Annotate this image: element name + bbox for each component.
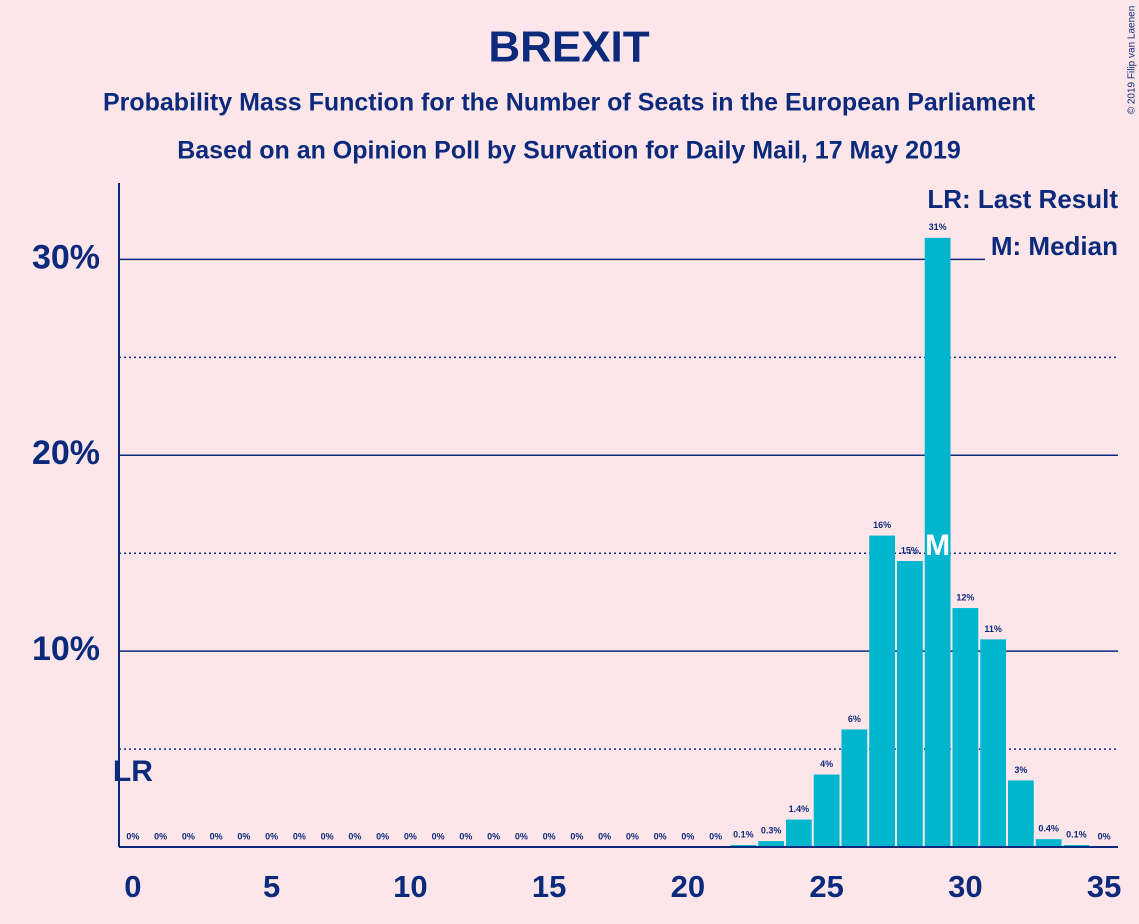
value-label: 0% (376, 831, 389, 841)
bar (896, 561, 923, 847)
value-label: 0% (654, 831, 667, 841)
value-label: 0% (570, 831, 583, 841)
value-label: 0.3% (761, 825, 782, 835)
value-label: 0% (404, 831, 417, 841)
bar (758, 841, 785, 847)
value-label: 0% (681, 831, 694, 841)
value-label: 11% (984, 624, 1002, 634)
y-tick-label: 10% (32, 630, 100, 668)
x-tick-label: 30 (948, 869, 982, 904)
value-label: 0% (154, 831, 167, 841)
value-label: 0% (487, 831, 500, 841)
value-label: 0.1% (1066, 829, 1087, 839)
value-label: 0% (321, 831, 334, 841)
value-label: 0% (237, 831, 250, 841)
value-label: 0% (1098, 831, 1111, 841)
last-result-marker: LR (113, 755, 153, 788)
x-tick-label: 5 (263, 869, 280, 904)
bar (980, 639, 1007, 847)
value-label: 0% (210, 831, 223, 841)
legend-background (985, 233, 1118, 263)
value-label: 4% (820, 759, 833, 769)
value-label: 0% (182, 831, 195, 841)
x-tick-label: 35 (1087, 869, 1121, 904)
value-label: 0% (348, 831, 361, 841)
bar (1035, 839, 1062, 847)
x-tick-label: 20 (671, 869, 705, 904)
x-tick-label: 25 (809, 869, 843, 904)
bar (924, 237, 951, 848)
value-label: 0.1% (733, 829, 754, 839)
value-label: 0% (626, 831, 639, 841)
legend-entry: LR: Last Result (927, 184, 1118, 214)
copyright: © 2019 Filip van Laenen (1127, 6, 1138, 115)
value-label: 1.4% (789, 804, 810, 814)
value-label: 0% (432, 831, 445, 841)
median-marker: M (925, 529, 950, 562)
legend-entry: M: Median (991, 231, 1118, 261)
value-label: 0% (293, 831, 306, 841)
bar (869, 535, 896, 847)
value-label: 3% (1014, 765, 1027, 775)
x-tick-label: 10 (393, 869, 427, 904)
value-label: 6% (848, 714, 861, 724)
bar (785, 819, 812, 847)
value-label: 0% (265, 831, 278, 841)
bar (1007, 780, 1034, 847)
bar (952, 608, 979, 847)
value-label: 0% (709, 831, 722, 841)
y-tick-label: 30% (32, 238, 100, 276)
value-label: 0% (126, 831, 139, 841)
value-label: 0% (543, 831, 556, 841)
value-label: 12% (956, 592, 974, 602)
x-tick-label: 15 (532, 869, 566, 904)
x-tick-label: 0 (124, 869, 141, 904)
value-label: 0.4% (1038, 824, 1059, 834)
value-label: 0% (515, 831, 528, 841)
chart-subtitle: Based on an Opinion Poll by Survation fo… (177, 137, 961, 165)
bar (841, 729, 868, 847)
value-label: 15% (901, 545, 919, 555)
value-label: 31% (929, 222, 947, 232)
value-label: 0% (459, 831, 472, 841)
legend-background (925, 185, 1118, 215)
value-label: 16% (873, 520, 891, 530)
chart-subtitle: Probability Mass Function for the Number… (103, 89, 1036, 117)
bar (813, 774, 840, 847)
value-label: 0% (598, 831, 611, 841)
chart-title: BREXIT (488, 23, 649, 72)
y-tick-label: 20% (32, 434, 100, 472)
